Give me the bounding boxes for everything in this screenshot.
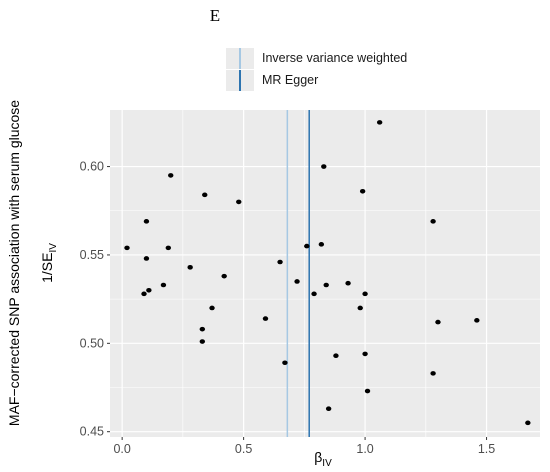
data-point [160,282,167,288]
data-point [199,326,206,332]
data-point [282,360,288,366]
data-point [304,243,310,249]
data-point [236,199,242,205]
data-point [525,420,531,426]
data-point [359,189,366,194]
data-point [209,305,215,311]
data-point [199,339,206,344]
data-point [187,265,193,270]
data-point [141,291,147,297]
data-point [318,242,325,247]
data-point [143,256,150,261]
data-point [321,164,327,169]
estimate-lines [286,110,310,437]
x-axis-title-main: β [314,449,322,465]
data-point [430,219,436,224]
grid-lines [110,110,540,437]
data-point [221,273,227,279]
data-point [357,305,363,311]
y-tick-label: 0.60 [80,160,104,174]
x-axis-title: βIV [314,449,332,469]
data-point [376,120,383,125]
data-point [277,259,283,265]
data-point [165,245,172,251]
legend-key-egger [226,70,254,91]
x-tick-label: 1.5 [478,442,495,456]
data-point [202,192,208,198]
y-axis-title-sub: IV [48,243,59,253]
data-point [325,406,332,412]
legend-label-egger: MR Egger [262,73,319,87]
data-point [362,291,368,297]
axis-ticks: 0.0 0.5 1.0 1.5 0.45 0.50 0.55 0.60 [80,160,496,456]
data-point [474,318,480,323]
y-axis-title: 1/SEIV [39,243,59,283]
data-point [364,388,371,394]
legend-line-egger [239,70,241,91]
x-tick-label: 1.0 [356,442,373,456]
legend: Inverse variance weighted MR Egger [226,46,446,92]
data-point [168,173,174,178]
plot-panel [110,110,540,437]
x-tick-label: 0.5 [235,442,252,456]
x-tick-label: 0.0 [113,442,130,456]
data-point [143,219,150,224]
data-point [323,282,329,288]
data-points [124,120,531,426]
data-point [124,245,130,251]
data-point [435,319,441,325]
data-point [262,316,269,321]
data-point [294,279,300,284]
data-point [345,280,351,286]
data-point [311,291,317,297]
data-point [146,287,152,293]
y-tick-label: 0.50 [80,336,104,350]
legend-line-ivw [239,48,241,69]
y-tick-label: 0.55 [80,248,104,262]
outer-y-axis-title: MAF−corrected SNP association with serum… [6,100,22,426]
panel-background [110,110,540,437]
data-point [333,353,339,358]
panel-letter: E [209,6,221,25]
y-tick-label: 0.45 [80,425,104,439]
y-axis-title-main: 1/SE [39,253,55,283]
legend-key-ivw [226,48,254,69]
data-point [362,351,368,357]
data-point [430,371,436,376]
x-axis-title-sub: IV [322,458,332,469]
legend-label-ivw: Inverse variance weighted [262,51,408,65]
